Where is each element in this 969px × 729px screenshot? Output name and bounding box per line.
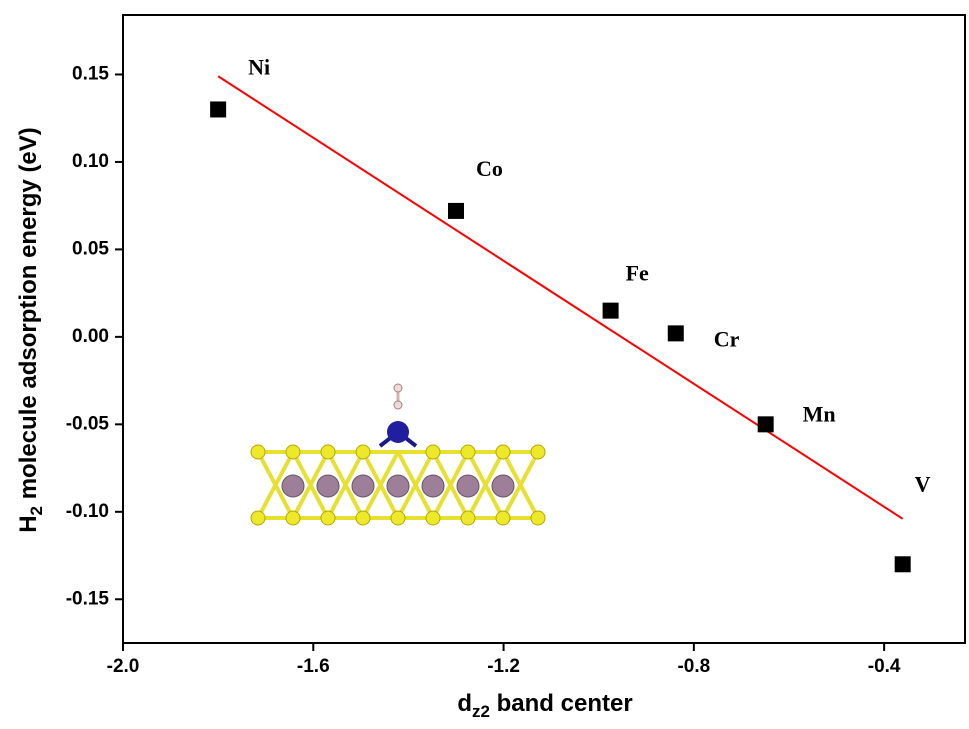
fit-line <box>217 75 904 520</box>
x-tick-label: -0.4 <box>868 656 901 677</box>
point <box>210 101 227 118</box>
y-title-rest: molecule adsorption energy (eV) <box>15 127 42 506</box>
y-tick-label: 0.10 <box>72 151 109 172</box>
x-tick-label: -1.2 <box>487 656 520 677</box>
x-tick-label: -1.6 <box>297 656 330 677</box>
point <box>667 325 684 342</box>
point <box>757 416 774 433</box>
x-title-rest: band center <box>490 690 633 717</box>
point-label: Cr <box>714 326 740 351</box>
point-label: Ni <box>248 55 270 80</box>
y-title-sub: 2 <box>27 506 46 515</box>
y-tick-label: -0.10 <box>66 501 109 522</box>
x-title-main: d <box>457 690 472 717</box>
y-tick-label: -0.15 <box>66 588 110 609</box>
point <box>894 556 911 573</box>
plot-frame <box>122 14 966 644</box>
point-label: Co <box>476 156 503 181</box>
x-title-sub: z2 <box>472 702 490 721</box>
y-tick-label: 0.05 <box>72 238 109 259</box>
y-tick-label: 0.00 <box>72 326 109 347</box>
point-label: Fe <box>626 261 649 286</box>
y-tick-label: 0.15 <box>72 63 109 84</box>
point-label: Mn <box>803 401 836 426</box>
y-axis-title: H2 molecule adsorption energy (eV) <box>15 127 46 533</box>
x-tick-label: -2.0 <box>107 656 140 677</box>
x-axis-title: dz2 band center <box>457 690 632 721</box>
structure-inset <box>250 383 546 526</box>
y-tick-label: -0.05 <box>66 413 110 434</box>
point <box>602 302 619 319</box>
x-tick-label: -0.8 <box>677 656 710 677</box>
point-label: V <box>915 471 931 496</box>
point <box>447 202 464 219</box>
y-title-main: H <box>15 515 42 532</box>
